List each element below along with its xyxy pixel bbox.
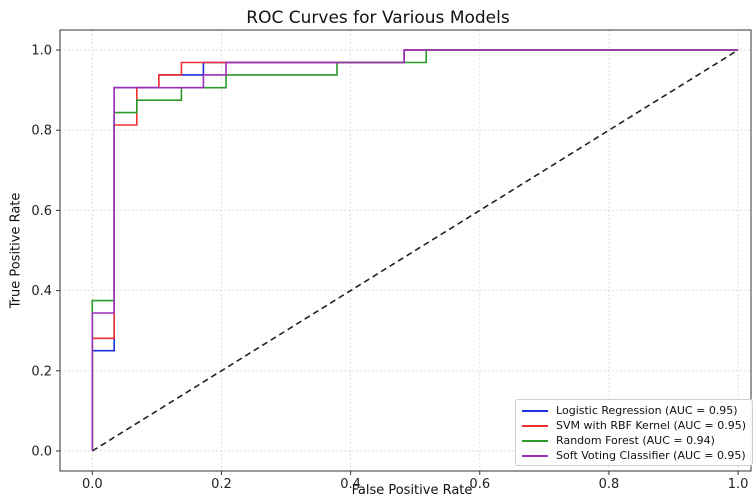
legend-item-soft-voting: Soft Voting Classifier (AUC = 0.95): [522, 448, 746, 463]
legend-item-logistic-regression: Logistic Regression (AUC = 0.95): [522, 403, 746, 418]
random-classifier-diagonal: [91, 49, 739, 452]
legend-swatch: [522, 439, 549, 442]
x-axis-label: False Positive Rate: [351, 483, 473, 498]
legend-label: Soft Voting Classifier (AUC = 0.95): [556, 449, 746, 462]
chart-title: ROC Curves for Various Models: [246, 8, 510, 28]
legend-swatch: [522, 454, 549, 457]
y-tick-label: 1.0: [31, 44, 52, 59]
y-tick-label: 0.8: [31, 124, 52, 139]
x-tick-label: 0.6: [469, 477, 490, 492]
legend-item-random-forest: Random Forest (AUC = 0.94): [522, 433, 746, 448]
x-tick-label: 0.8: [599, 477, 620, 492]
y-tick-label: 0.6: [31, 204, 52, 219]
x-tick-label: 1.0: [728, 477, 749, 492]
series-lines: [91, 49, 739, 451]
grid: [60, 30, 751, 471]
legend-item-svm: SVM with RBF Kernel (AUC = 0.95): [522, 418, 746, 433]
axes: [56, 29, 752, 475]
x-tick-label: 0.4: [340, 477, 361, 492]
legend-swatch: [522, 409, 549, 412]
legend-label: Logistic Regression (AUC = 0.95): [556, 404, 738, 417]
x-tick-label: 0.2: [211, 477, 232, 492]
y-tick-label: 0.2: [31, 364, 52, 379]
y-tick-label: 0.4: [31, 284, 52, 299]
legend: Logistic Regression (AUC = 0.95) SVM wit…: [515, 399, 753, 466]
tick-labels: 0.0 0.2 0.4 0.6 0.8 1.0 0.0 0.2 0.4 0.6 0.8 1.0: [31, 44, 748, 492]
y-axis-label: True Positive Rate: [8, 192, 24, 309]
legend-swatch: [522, 424, 549, 427]
plot-frame: [59, 29, 752, 472]
legend-label: Random Forest (AUC = 0.94): [556, 434, 715, 447]
x-tick-label: 0.0: [82, 477, 103, 492]
soft-voting-line: [91, 49, 739, 451]
legend-label: SVM with RBF Kernel (AUC = 0.95): [556, 419, 746, 432]
diagonal-reference: [91, 49, 739, 452]
y-tick-label: 0.0: [31, 444, 52, 459]
